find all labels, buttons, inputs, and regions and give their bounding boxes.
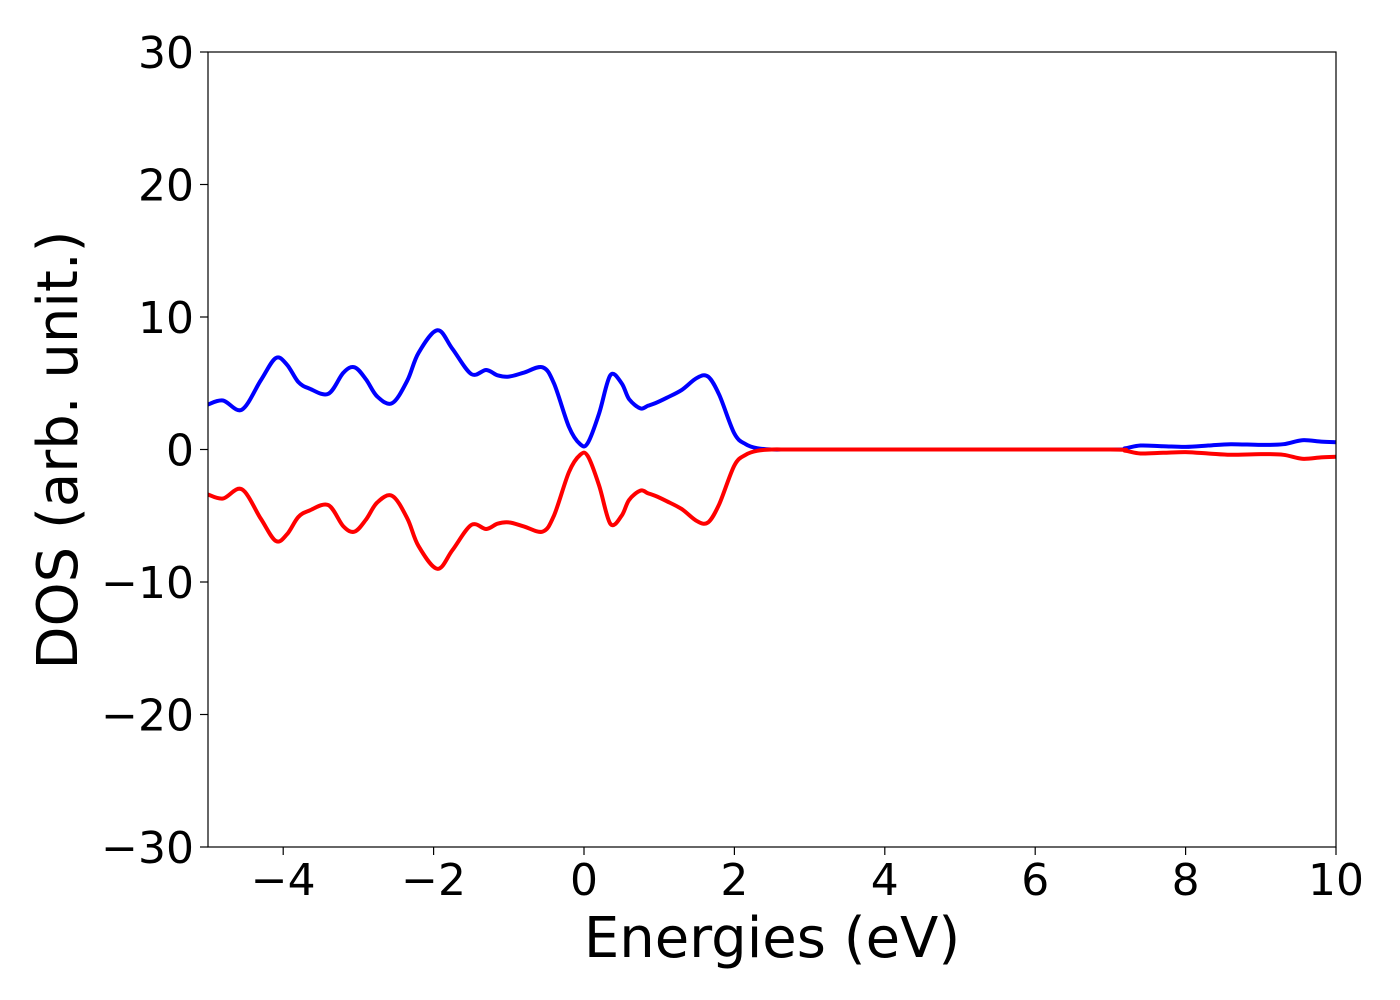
y-tick-label: 0 — [166, 426, 194, 477]
x-tick-label: 10 — [1308, 855, 1364, 906]
y-tick-label: 20 — [138, 161, 194, 212]
x-tick-label: −2 — [401, 855, 466, 906]
y-axis-label: DOS (arb. unit.) — [26, 230, 91, 669]
y-tick-label: 30 — [138, 28, 194, 79]
x-tick-label: 4 — [871, 855, 899, 906]
y-tick-label: −30 — [101, 823, 194, 874]
x-tick-label: −4 — [251, 855, 316, 906]
x-axis-label: Energies (eV) — [584, 906, 960, 971]
x-tick-label: 2 — [720, 855, 748, 906]
y-tick-label: −20 — [101, 691, 194, 742]
series-layer — [208, 328, 1336, 571]
y-axis: −30 −20 −10 0 10 20 30 — [101, 28, 208, 874]
x-tick-label: 0 — [570, 855, 598, 906]
dos-series-1 — [208, 328, 1336, 452]
x-tick-label: 6 — [1021, 855, 1049, 906]
y-tick-label: −10 — [101, 558, 194, 609]
y-tick-label: 10 — [138, 293, 194, 344]
x-axis: −4 −2 0 2 4 6 8 10 — [251, 847, 1364, 906]
x-tick-label: 8 — [1172, 855, 1200, 906]
dos-series-2 — [208, 447, 1336, 571]
